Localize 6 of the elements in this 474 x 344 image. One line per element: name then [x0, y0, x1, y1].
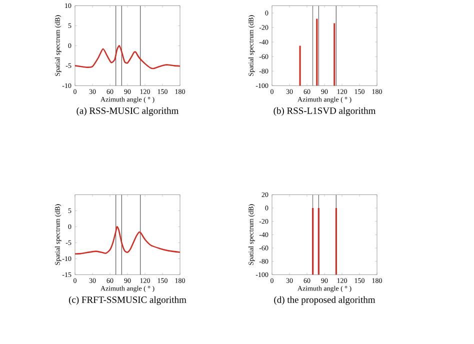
- line-series: [75, 226, 180, 255]
- text: (b) RSS-L1SVD algorithm: [274, 107, 376, 116]
- text: (c) FRFT-SSMUSIC algorithm: [68, 296, 186, 306]
- line-series: [75, 45, 180, 70]
- text: (d) the proposed algorithm: [274, 296, 376, 306]
- text: (a) RSS-MUSIC algorithm: [76, 107, 179, 116]
